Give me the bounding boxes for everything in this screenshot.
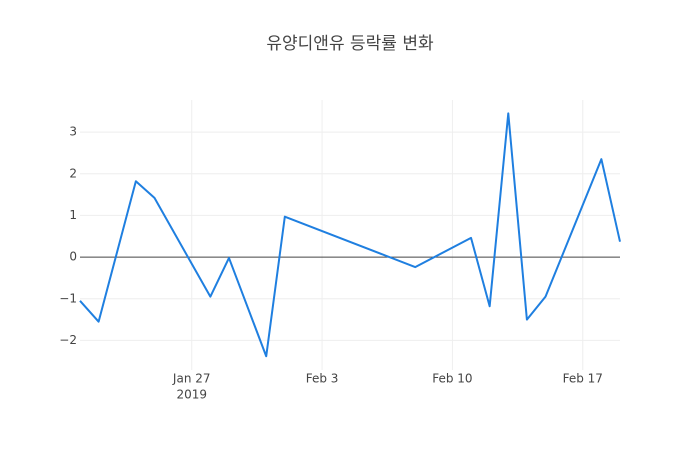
y-tick-label: 3 xyxy=(69,125,77,139)
x-year-label: 2019 xyxy=(176,388,207,402)
chart-title: 유양디앤유 등락률 변화 xyxy=(266,34,434,54)
x-tick-label: Feb 10 xyxy=(432,372,472,386)
y-tick-label: 0 xyxy=(69,250,77,264)
y-tick-label: 2 xyxy=(69,166,77,180)
y-tick-label: 1 xyxy=(69,208,77,222)
line xyxy=(79,112,621,358)
y-tick-label: −2 xyxy=(59,333,77,347)
y-tick-label: −1 xyxy=(59,291,77,305)
x-tick-label: Feb 17 xyxy=(563,372,603,386)
x-tick-label: Jan 27 xyxy=(172,372,211,386)
x-tick-label: Feb 3 xyxy=(306,372,339,386)
